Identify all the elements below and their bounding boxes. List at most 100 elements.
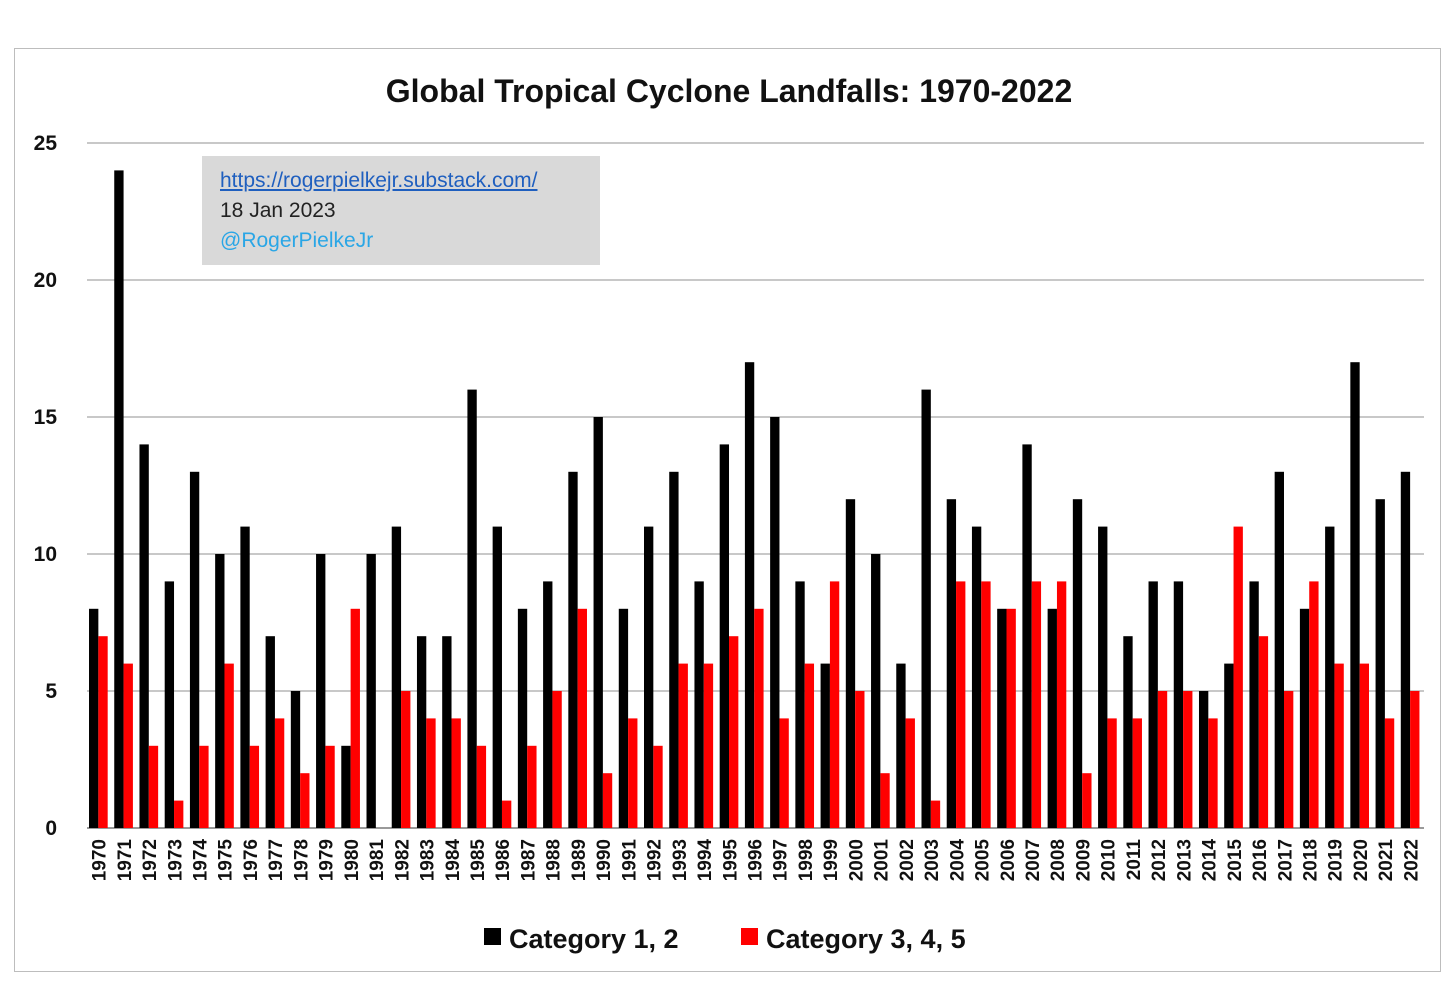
bar-cat12-2009 xyxy=(1072,499,1083,828)
bar-cat12-2022 xyxy=(1400,471,1411,828)
x-tick-label: 1990 xyxy=(594,839,615,881)
x-tick-label: 1970 xyxy=(90,839,111,881)
x-tick-label: 2005 xyxy=(973,839,994,882)
bar-cat345-2017 xyxy=(1283,691,1294,828)
y-tick-label: 5 xyxy=(45,680,57,703)
bar-cat12-1987 xyxy=(517,608,528,828)
x-tick-label: 1981 xyxy=(367,839,388,882)
bar-cat12-1971 xyxy=(114,170,124,828)
bar-cat345-2001 xyxy=(880,773,890,828)
bar-cat345-2014 xyxy=(1208,718,1218,828)
x-tick-label: 1996 xyxy=(746,839,767,881)
x-tick-label: 2001 xyxy=(872,839,893,882)
bar-cat345-1997 xyxy=(779,718,789,828)
bar-cat12-2007 xyxy=(1022,444,1032,828)
x-tick-label: 2004 xyxy=(947,839,968,882)
legend-label-category-1-2: Category 1, 2 xyxy=(509,924,679,954)
substack-link[interactable]: https://rogerpielkejr.substack.com/ xyxy=(220,169,538,192)
x-tick-label: 1986 xyxy=(493,839,514,881)
bar-cat12-1974 xyxy=(189,471,200,828)
x-tick-label: 1976 xyxy=(241,839,262,881)
x-tick-label: 1997 xyxy=(771,839,792,881)
bar-cat12-1979 xyxy=(316,554,326,828)
bar-cat12-2019 xyxy=(1325,526,1335,828)
x-tick-label: 1999 xyxy=(821,839,842,881)
x-tick-label: 1998 xyxy=(796,839,817,881)
x-tick-label: 1993 xyxy=(670,839,691,881)
x-tick-label: 1992 xyxy=(645,839,666,881)
bar-cat345-1978 xyxy=(300,773,310,828)
bar-cat345-1992 xyxy=(653,745,663,828)
x-tick-label: 1974 xyxy=(191,839,212,882)
bar-cat345-2010 xyxy=(1107,718,1117,828)
bar-cat345-2008 xyxy=(1056,581,1067,828)
bar-cat345-1989 xyxy=(577,608,587,828)
y-tick-label: 20 xyxy=(34,269,57,292)
bar-cat345-2006 xyxy=(1006,608,1016,828)
bar-cat345-1998 xyxy=(804,663,815,828)
chart-frame: Global Tropical Cyclone Landfalls: 1970-… xyxy=(14,48,1441,972)
bar-cat345-1991 xyxy=(628,718,638,828)
bar-cat12-2011 xyxy=(1123,636,1133,828)
x-tick-label: 2016 xyxy=(1250,839,1271,881)
chart-svg: Global Tropical Cyclone Landfalls: 1970-… xyxy=(34,73,1424,954)
bar-cat345-1980 xyxy=(350,608,360,828)
bar-cat345-2016 xyxy=(1258,636,1269,828)
x-tick-label: 2002 xyxy=(897,839,918,881)
bar-cat345-2022 xyxy=(1410,691,1420,828)
bar-cat345-2018 xyxy=(1309,581,1319,828)
bar-cat12-1997 xyxy=(770,417,780,828)
x-tick-label: 2003 xyxy=(922,839,943,881)
bar-cat345-1972 xyxy=(148,745,159,828)
bar-cat12-2014 xyxy=(1198,691,1209,828)
bar-cat345-1988 xyxy=(552,691,562,828)
bar-cat12-1985 xyxy=(467,389,477,828)
bar-cat345-2005 xyxy=(981,581,991,828)
bar-cat12-2018 xyxy=(1299,608,1310,828)
x-tick-label: 1971 xyxy=(115,839,136,882)
bar-cat345-1986 xyxy=(501,800,512,828)
bar-cat345-2015 xyxy=(1233,526,1243,828)
x-tick-label: 2018 xyxy=(1300,839,1321,881)
x-tick-label: 1988 xyxy=(544,839,565,881)
bar-cat12-2016 xyxy=(1249,581,1259,828)
bar-cat12-2000 xyxy=(845,499,856,828)
bar-cat12-1993 xyxy=(669,471,679,828)
bar-cat12-1989 xyxy=(568,471,578,828)
bar-cat12-1983 xyxy=(416,636,427,828)
bar-cat12-2012 xyxy=(1148,581,1158,828)
y-tick-label: 0 xyxy=(45,817,57,840)
x-tick-label: 1978 xyxy=(291,839,312,881)
bar-cat345-1979 xyxy=(325,745,335,828)
bar-cat345-2004 xyxy=(956,581,966,828)
bar-cat345-1990 xyxy=(602,773,613,828)
bar-cat12-1973 xyxy=(164,581,175,828)
legend-label-category-3-4-5: Category 3, 4, 5 xyxy=(766,924,966,954)
bar-cat12-2006 xyxy=(997,608,1007,828)
x-tick-label: 1980 xyxy=(342,839,363,881)
bar-cat12-2021 xyxy=(1375,499,1385,828)
bar-cat12-2020 xyxy=(1350,362,1360,828)
bar-cat345-1984 xyxy=(451,718,461,828)
bar-cat345-2021 xyxy=(1384,718,1395,828)
twitter-handle[interactable]: @RogerPielkeJr xyxy=(220,229,374,252)
x-tick-label: 2021 xyxy=(1376,839,1397,882)
x-tick-label: 2017 xyxy=(1275,839,1296,881)
x-tick-label: 1989 xyxy=(569,839,590,881)
bar-cat345-2002 xyxy=(905,718,915,828)
bar-cat12-1972 xyxy=(139,444,149,828)
x-tick-label: 2012 xyxy=(1149,839,1170,881)
bar-cat345-2007 xyxy=(1031,581,1042,828)
bar-cat12-1970 xyxy=(89,608,99,828)
watermark-date: 18 Jan 2023 xyxy=(220,199,336,222)
bar-cat345-2013 xyxy=(1183,691,1193,828)
x-tick-label: 2010 xyxy=(1099,839,1120,881)
x-tick-label: 2008 xyxy=(1048,839,1069,881)
bar-cat12-2002 xyxy=(896,663,906,828)
x-tick-label: 1973 xyxy=(165,839,186,881)
legend-swatch-category-1-2 xyxy=(484,928,501,945)
bar-cat12-1999 xyxy=(820,663,830,828)
bar-cat345-1993 xyxy=(678,663,688,828)
bar-cat12-1986 xyxy=(492,526,502,828)
chart-title: Global Tropical Cyclone Landfalls: 1970-… xyxy=(386,73,1072,109)
